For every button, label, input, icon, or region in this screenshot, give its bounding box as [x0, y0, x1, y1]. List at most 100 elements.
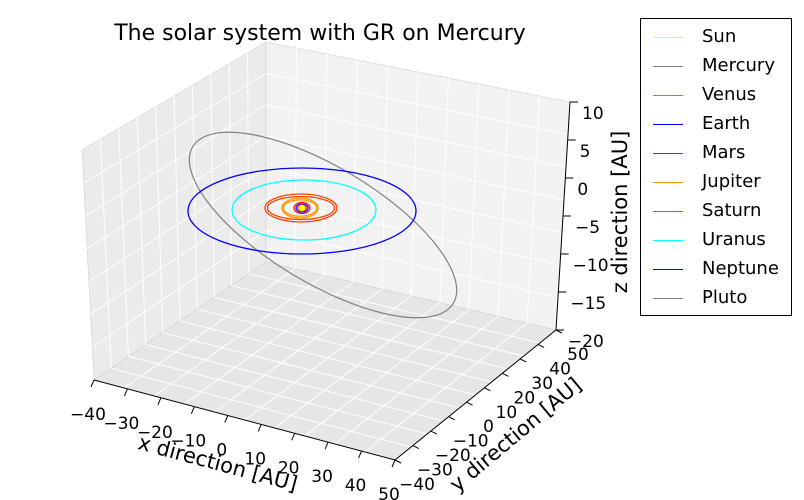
x-tick-label: −20 — [137, 423, 173, 443]
grid-line — [173, 95, 181, 322]
z-axis-label: z direction [AU] — [608, 131, 632, 294]
legend-item-pluto: Pluto — [641, 287, 791, 311]
x-tick-label: 30 — [311, 467, 333, 487]
x-tick-label: 0 — [216, 441, 227, 461]
x-tick-label: 10 — [244, 449, 266, 469]
x-tick-mark — [157, 397, 162, 405]
y-tick-label: −20 — [435, 446, 471, 466]
orbit-sun — [299, 205, 305, 211]
legend-item-neptune: Neptune — [641, 258, 791, 282]
z-tick-label: 10 — [582, 104, 604, 124]
x-tick-mark — [123, 388, 128, 397]
grid-line — [210, 74, 215, 298]
grid-line — [294, 47, 297, 269]
grid-line — [439, 77, 449, 303]
legend-item-jupiter: Jupiter — [641, 171, 791, 195]
orbit-saturn — [264, 193, 338, 223]
orbits — [187, 131, 458, 319]
x-tick-label: 20 — [278, 458, 300, 478]
orbit-jupiter-track — [282, 199, 318, 217]
grid-line — [364, 322, 528, 453]
legend-item-mars: Mars — [641, 142, 791, 166]
x-axis-line — [93, 379, 396, 461]
grid-line — [92, 230, 267, 348]
grid-line — [265, 230, 559, 298]
grid-line — [155, 106, 164, 333]
y-tick-mark — [537, 343, 545, 348]
legend-label: Saturn — [702, 200, 762, 221]
grid-line — [88, 167, 267, 282]
legend-label: Uranus — [702, 229, 766, 250]
x-tick-mark — [291, 433, 296, 441]
grid-line — [197, 308, 492, 383]
y-tick-mark — [394, 459, 402, 464]
x-tick-label: −30 — [103, 414, 139, 434]
y-tick-mark — [466, 401, 473, 406]
legend-label: Earth — [702, 113, 751, 134]
y-tick-label: 0 — [483, 417, 494, 437]
orbit-saturn-track — [266, 195, 336, 221]
grid-line — [410, 71, 419, 297]
legend-item-sun: Sun — [641, 26, 791, 50]
grid-line — [118, 128, 129, 357]
grid-line — [228, 63, 233, 286]
grid-line — [90, 198, 267, 315]
x-tick-mark — [224, 415, 229, 423]
grid-line — [231, 285, 524, 357]
z-tick-label: −15 — [570, 294, 606, 314]
orbit-uranus — [231, 179, 377, 241]
legend-swatch — [653, 124, 683, 125]
grid-line — [304, 309, 470, 437]
y-tick-mark — [448, 416, 455, 421]
legend-item-saturn: Saturn — [641, 200, 791, 224]
y-tick-label: 50 — [567, 345, 589, 365]
x-tick-label: −10 — [170, 432, 206, 452]
grid-line — [136, 117, 147, 345]
z-tick-label: 0 — [577, 180, 588, 200]
y-tick-mark — [502, 372, 509, 377]
legend-label: Mars — [702, 142, 746, 163]
orbit-mars — [293, 201, 311, 215]
grid-line — [468, 83, 480, 310]
legend-swatch — [653, 153, 683, 154]
legend-swatch — [653, 66, 683, 67]
y-tick-mark — [412, 445, 420, 450]
x-tick-label: 50 — [378, 485, 400, 500]
orbit-pluto — [188, 131, 458, 319]
legend-swatch — [653, 37, 683, 38]
legend-swatch — [653, 240, 683, 241]
grid-line — [214, 296, 508, 370]
y-tick-label: 40 — [549, 359, 571, 379]
x-tick-mark — [190, 406, 195, 414]
legend-label: Mercury — [702, 55, 775, 76]
y-tick-label: 20 — [514, 388, 536, 408]
legend-label: Venus — [702, 84, 757, 105]
orbit-neptune — [187, 167, 417, 255]
legend-swatch — [653, 298, 683, 299]
z-tick-label: −5 — [575, 218, 600, 238]
y-tick-label: −40 — [399, 475, 435, 495]
legend-swatch — [653, 95, 683, 96]
legend-swatch — [653, 269, 683, 270]
legend-swatch — [653, 182, 683, 183]
y-tick-label: −10 — [453, 432, 489, 452]
z-tick-label: −10 — [573, 256, 609, 276]
grid-line — [265, 135, 565, 201]
tick-labels: −40−30−20−10 0 10 20 30 40 50 −40−30−20−1001020… — [70, 104, 609, 500]
grid-line — [265, 167, 563, 233]
grid-line — [99, 139, 112, 369]
grid-line — [248, 273, 541, 344]
y-axis-line — [394, 329, 557, 461]
grid-line — [85, 104, 267, 217]
grid-line — [265, 198, 561, 266]
legend-item-venus: Venus — [641, 84, 791, 108]
grid-line — [83, 72, 267, 184]
grid-line — [352, 59, 358, 283]
legend-label: Sun — [702, 26, 737, 47]
grid-line — [179, 320, 476, 396]
x-tick-mark — [90, 379, 95, 388]
tick-marks — [90, 101, 578, 468]
orbit-earth — [295, 203, 309, 213]
x-tick-mark — [358, 450, 363, 459]
y-tick-label: −30 — [417, 461, 453, 481]
